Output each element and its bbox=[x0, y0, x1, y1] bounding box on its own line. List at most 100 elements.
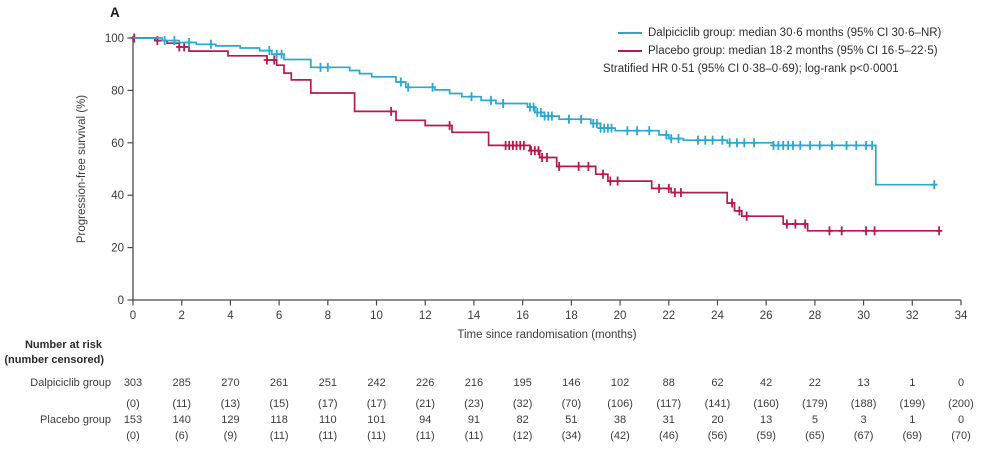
x-tick-label: 4 bbox=[227, 310, 234, 322]
risk-value: 62 bbox=[711, 377, 724, 389]
censored-value: (117) bbox=[656, 398, 682, 410]
risk-value: 1 bbox=[909, 377, 916, 389]
x-tick-label: 16 bbox=[516, 310, 529, 322]
legend: Dalpiciclib group: median 30·6 months (9… bbox=[603, 24, 941, 78]
risk-value: 22 bbox=[808, 377, 821, 389]
risk-value: 31 bbox=[662, 414, 675, 426]
censored-value: (179) bbox=[802, 398, 828, 410]
censored-value: (56) bbox=[707, 430, 728, 442]
censored-value: (65) bbox=[805, 430, 825, 442]
risk-value: 0 bbox=[957, 414, 965, 426]
risk-value: 13 bbox=[857, 377, 870, 389]
censored-value: (32) bbox=[512, 398, 533, 410]
risk-value: 285 bbox=[172, 377, 191, 389]
risk-value: 82 bbox=[516, 414, 529, 426]
censored-value: (46) bbox=[658, 430, 679, 442]
risk-value: 140 bbox=[172, 414, 191, 426]
risk-value: 101 bbox=[367, 414, 386, 426]
risk-row-label: Dalpiciclib group bbox=[30, 377, 111, 389]
x-tick-label: 24 bbox=[711, 310, 724, 322]
censored-value: (13) bbox=[220, 398, 241, 410]
risk-value: 51 bbox=[565, 414, 578, 426]
risk-value: 153 bbox=[123, 414, 143, 426]
risk-value: 270 bbox=[221, 377, 240, 389]
censored-value: (0) bbox=[126, 398, 140, 410]
censored-value: (69) bbox=[902, 430, 923, 442]
censored-value: (106) bbox=[607, 398, 633, 410]
risk-value: 251 bbox=[318, 377, 337, 389]
x-tick-label: 2 bbox=[179, 310, 185, 322]
y-axis-label: Progression-free survival (%) bbox=[76, 94, 88, 244]
legend-label-dalpiciclib: Dalpiciclib group: median 30·6 months (9… bbox=[648, 27, 942, 39]
censored-value: (11) bbox=[172, 398, 192, 410]
x-tick-label: 8 bbox=[325, 310, 331, 322]
censored-value: (160) bbox=[753, 398, 780, 410]
x-tick-label: 28 bbox=[808, 310, 821, 322]
risk-value: 20 bbox=[711, 414, 724, 426]
risk-value: 94 bbox=[419, 414, 432, 426]
risk-row-label: Placebo group bbox=[40, 414, 111, 426]
censored-value: (6) bbox=[174, 430, 189, 442]
x-tick-label: 14 bbox=[468, 310, 481, 322]
risk-value: 38 bbox=[613, 414, 627, 426]
risk-value: 0 bbox=[957, 377, 965, 389]
censored-value: (11) bbox=[269, 430, 289, 442]
risk-value: 195 bbox=[513, 377, 532, 389]
x-tick-label: 10 bbox=[370, 310, 383, 322]
censored-value: (11) bbox=[415, 430, 435, 442]
panel-label: A bbox=[110, 5, 120, 20]
risk-table-subtitle: (number censored) bbox=[4, 354, 104, 366]
censored-value: (200) bbox=[948, 398, 974, 410]
x-tick-label: 34 bbox=[955, 310, 968, 322]
x-tick-label: 30 bbox=[857, 310, 870, 322]
censored-value: (34) bbox=[561, 430, 582, 442]
x-tick-label: 12 bbox=[419, 310, 432, 322]
x-axis-label: Time since randomisation (months) bbox=[457, 329, 637, 341]
censored-value: (11) bbox=[367, 430, 386, 442]
dalpiciclib-line-swatch bbox=[618, 32, 642, 34]
risk-value: 226 bbox=[416, 377, 435, 389]
censored-value: (42) bbox=[610, 430, 630, 442]
x-tick-label: 20 bbox=[614, 310, 627, 322]
risk-table-title: Number at risk bbox=[24, 339, 102, 351]
y-tick-label: 80 bbox=[111, 85, 124, 97]
km-curve-placebo bbox=[133, 37, 940, 232]
risk-value: 88 bbox=[662, 377, 675, 389]
risk-value: 216 bbox=[464, 377, 484, 389]
x-tick-label: 6 bbox=[276, 310, 282, 322]
censored-value: (15) bbox=[269, 398, 289, 410]
censored-value: (17) bbox=[366, 398, 387, 410]
legend-stats-note: Stratified HR 0·51 (95% CI 0·38–0·69); l… bbox=[603, 63, 899, 75]
censored-value: (188) bbox=[850, 398, 877, 410]
x-tick-label: 0 bbox=[130, 310, 136, 322]
censored-value: (0) bbox=[126, 430, 140, 442]
risk-value: 146 bbox=[562, 377, 581, 389]
risk-value: 91 bbox=[467, 414, 481, 426]
risk-value: 242 bbox=[367, 377, 386, 389]
censored-value: (11) bbox=[318, 430, 338, 442]
risk-value: 5 bbox=[811, 414, 818, 426]
risk-value: 110 bbox=[319, 414, 337, 426]
x-tick-label: 18 bbox=[565, 310, 578, 322]
censored-value: (59) bbox=[756, 430, 776, 442]
risk-value: 13 bbox=[760, 414, 773, 426]
risk-value: 118 bbox=[270, 414, 288, 426]
censored-value: (11) bbox=[464, 430, 484, 442]
censored-value: (17) bbox=[318, 398, 338, 410]
censored-value: (23) bbox=[464, 398, 484, 410]
risk-value: 303 bbox=[123, 377, 143, 389]
risk-value: 3 bbox=[860, 414, 867, 426]
censored-value: (21) bbox=[415, 398, 436, 410]
legend-item-dalpiciclib: Dalpiciclib group: median 30·6 months (9… bbox=[603, 24, 941, 42]
legend-label-placebo: Placebo group: median 18·2 months (95% C… bbox=[648, 45, 938, 57]
censored-value: (9) bbox=[223, 430, 238, 442]
risk-value: 261 bbox=[269, 377, 289, 389]
censored-value: (12) bbox=[512, 430, 533, 442]
censored-value: (141) bbox=[704, 398, 731, 410]
censored-value: (70) bbox=[951, 430, 971, 442]
y-tick-label: 60 bbox=[111, 138, 124, 150]
placebo-line-swatch bbox=[618, 50, 642, 52]
km-curve-dalpiciclib bbox=[133, 37, 937, 186]
